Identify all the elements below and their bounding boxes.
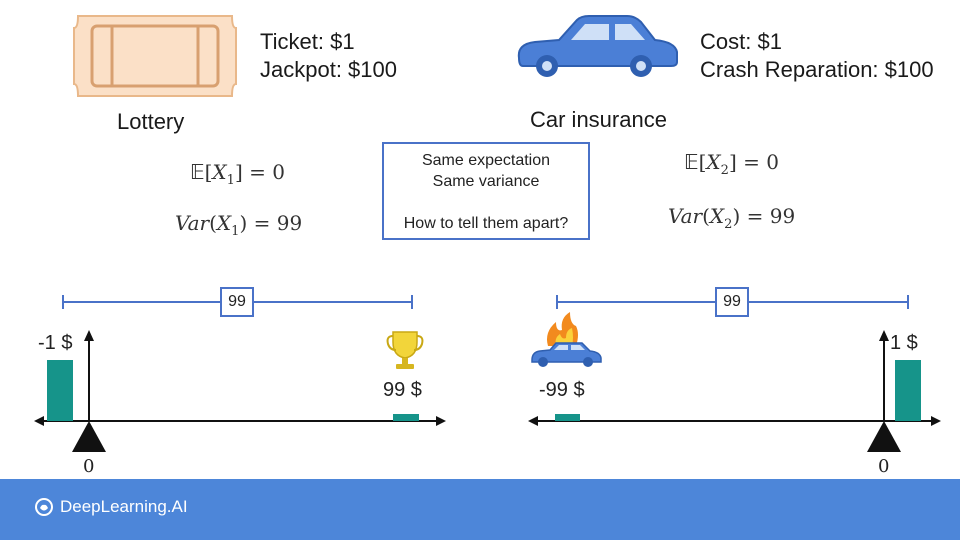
deeplearning-logo-icon bbox=[35, 498, 53, 516]
ticket-price: Ticket: $1 bbox=[260, 29, 355, 54]
insurance-expectation: 𝔼[X2] = 0 bbox=[684, 150, 779, 178]
right-bar-neg bbox=[555, 414, 580, 421]
right-neg-label: -99 $ bbox=[539, 379, 585, 401]
left-plot bbox=[34, 295, 446, 452]
jackpot-amount: Jackpot: $100 bbox=[260, 57, 397, 82]
left-neg-label: -1 $ bbox=[38, 332, 73, 354]
insurance-label: Car insurance bbox=[530, 107, 667, 132]
lottery-label: Lottery bbox=[117, 109, 185, 134]
callout-line-question: How to tell them apart? bbox=[403, 215, 569, 232]
left-pos-label: 99 $ bbox=[383, 379, 422, 401]
callout-line-expectation: Same expectation bbox=[421, 152, 551, 169]
right-zero-label: 0 bbox=[878, 456, 890, 477]
car-icon bbox=[517, 15, 678, 77]
callout-box: Same expectation Same variance How to te… bbox=[382, 142, 590, 240]
right-plot bbox=[528, 295, 941, 452]
left-zero-label: 0 bbox=[83, 456, 95, 477]
trophy-icon bbox=[386, 331, 424, 369]
burning-car-icon bbox=[531, 312, 602, 367]
right-x-axis bbox=[528, 416, 941, 426]
left-fulcrum bbox=[72, 421, 106, 452]
left-x-axis bbox=[34, 416, 446, 426]
left-bar-pos bbox=[393, 414, 419, 421]
brand-logo[interactable]: DeepLearning.AI bbox=[35, 497, 188, 517]
left-y-axis bbox=[84, 330, 94, 421]
right-y-axis bbox=[879, 330, 889, 421]
brand-name: DeepLearning.AI bbox=[60, 497, 188, 516]
lottery-variance: Var(X1) = 99 bbox=[175, 211, 303, 239]
right-bar-pos bbox=[895, 360, 921, 421]
right-fulcrum bbox=[867, 421, 901, 452]
lottery-expectation: 𝔼[X1] = 0 bbox=[190, 160, 285, 188]
insurance-variance: Var(X2) = 99 bbox=[668, 204, 796, 232]
left-bar-neg bbox=[47, 360, 73, 421]
right-pos-label: 1 $ bbox=[890, 332, 918, 354]
crash-reparation: Crash Reparation: $100 bbox=[700, 57, 934, 82]
right-spread-label: 99 bbox=[715, 287, 749, 317]
left-spread-label: 99 bbox=[220, 287, 254, 317]
footer-bar: DeepLearning.AI bbox=[0, 479, 960, 540]
insurance-cost: Cost: $1 bbox=[700, 29, 782, 54]
ticket-icon bbox=[73, 15, 237, 97]
callout-line-variance: Same variance bbox=[432, 173, 540, 190]
